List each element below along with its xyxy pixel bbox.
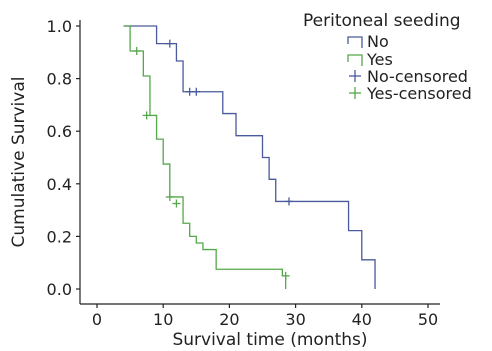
survival-curve-yes: [123, 25, 287, 289]
survival-curve-no: [123, 25, 376, 289]
x-tick-label: 0: [92, 310, 102, 329]
x-tick-label: 20: [219, 310, 239, 329]
censor-mark-yes: [132, 46, 141, 55]
legend-label: Yes: [366, 50, 393, 69]
censor-mark-no: [192, 87, 201, 96]
x-axis-title: Survival time (months): [172, 330, 367, 350]
y-tick-label: 0.4: [47, 175, 72, 194]
censor-mark-no: [165, 39, 174, 48]
y-tick-label: 0.6: [47, 122, 72, 141]
censor-mark-no: [284, 197, 293, 206]
x-tick-label: 30: [285, 310, 305, 329]
legend-entry: Yes-censored: [349, 84, 472, 103]
x-tick-label: 10: [153, 310, 173, 329]
censor-mark-yes: [142, 111, 151, 120]
y-tick-label: 0.8: [47, 70, 72, 89]
x-tick-label: 50: [418, 310, 438, 329]
legend-title: Peritoneal seeding: [303, 11, 461, 31]
legend-entry: Yes: [347, 50, 393, 69]
censor-mark-yes: [172, 199, 181, 208]
x-ticks: 0 10 20 30 40 50: [92, 304, 438, 329]
legend-entry: No: [347, 32, 389, 51]
y-tick-label: 0.2: [47, 227, 72, 246]
x-tick-label: 40: [352, 310, 372, 329]
censor-mark-yes: [281, 271, 290, 280]
legend-entry: No-censored: [349, 67, 468, 86]
legend-step-symbol: [347, 54, 363, 66]
curves: [123, 25, 376, 289]
y-tick-label: 0.0: [47, 280, 72, 299]
legend-label: Yes-censored: [366, 84, 472, 103]
legend-step-symbol: [347, 36, 363, 48]
censor-mark-yes: [165, 192, 174, 201]
y-tick-label: 1.0: [47, 17, 72, 36]
y-axis-title: Cumulative Survival: [9, 77, 29, 248]
y-ticks: 0.0 0.2 0.4 0.6 0.8 1.0: [47, 17, 80, 299]
legend-label: No: [367, 32, 389, 51]
legend-label: No-censored: [367, 67, 468, 86]
legend: Peritoneal seeding NoYesNo-censoredYes-c…: [303, 11, 472, 103]
